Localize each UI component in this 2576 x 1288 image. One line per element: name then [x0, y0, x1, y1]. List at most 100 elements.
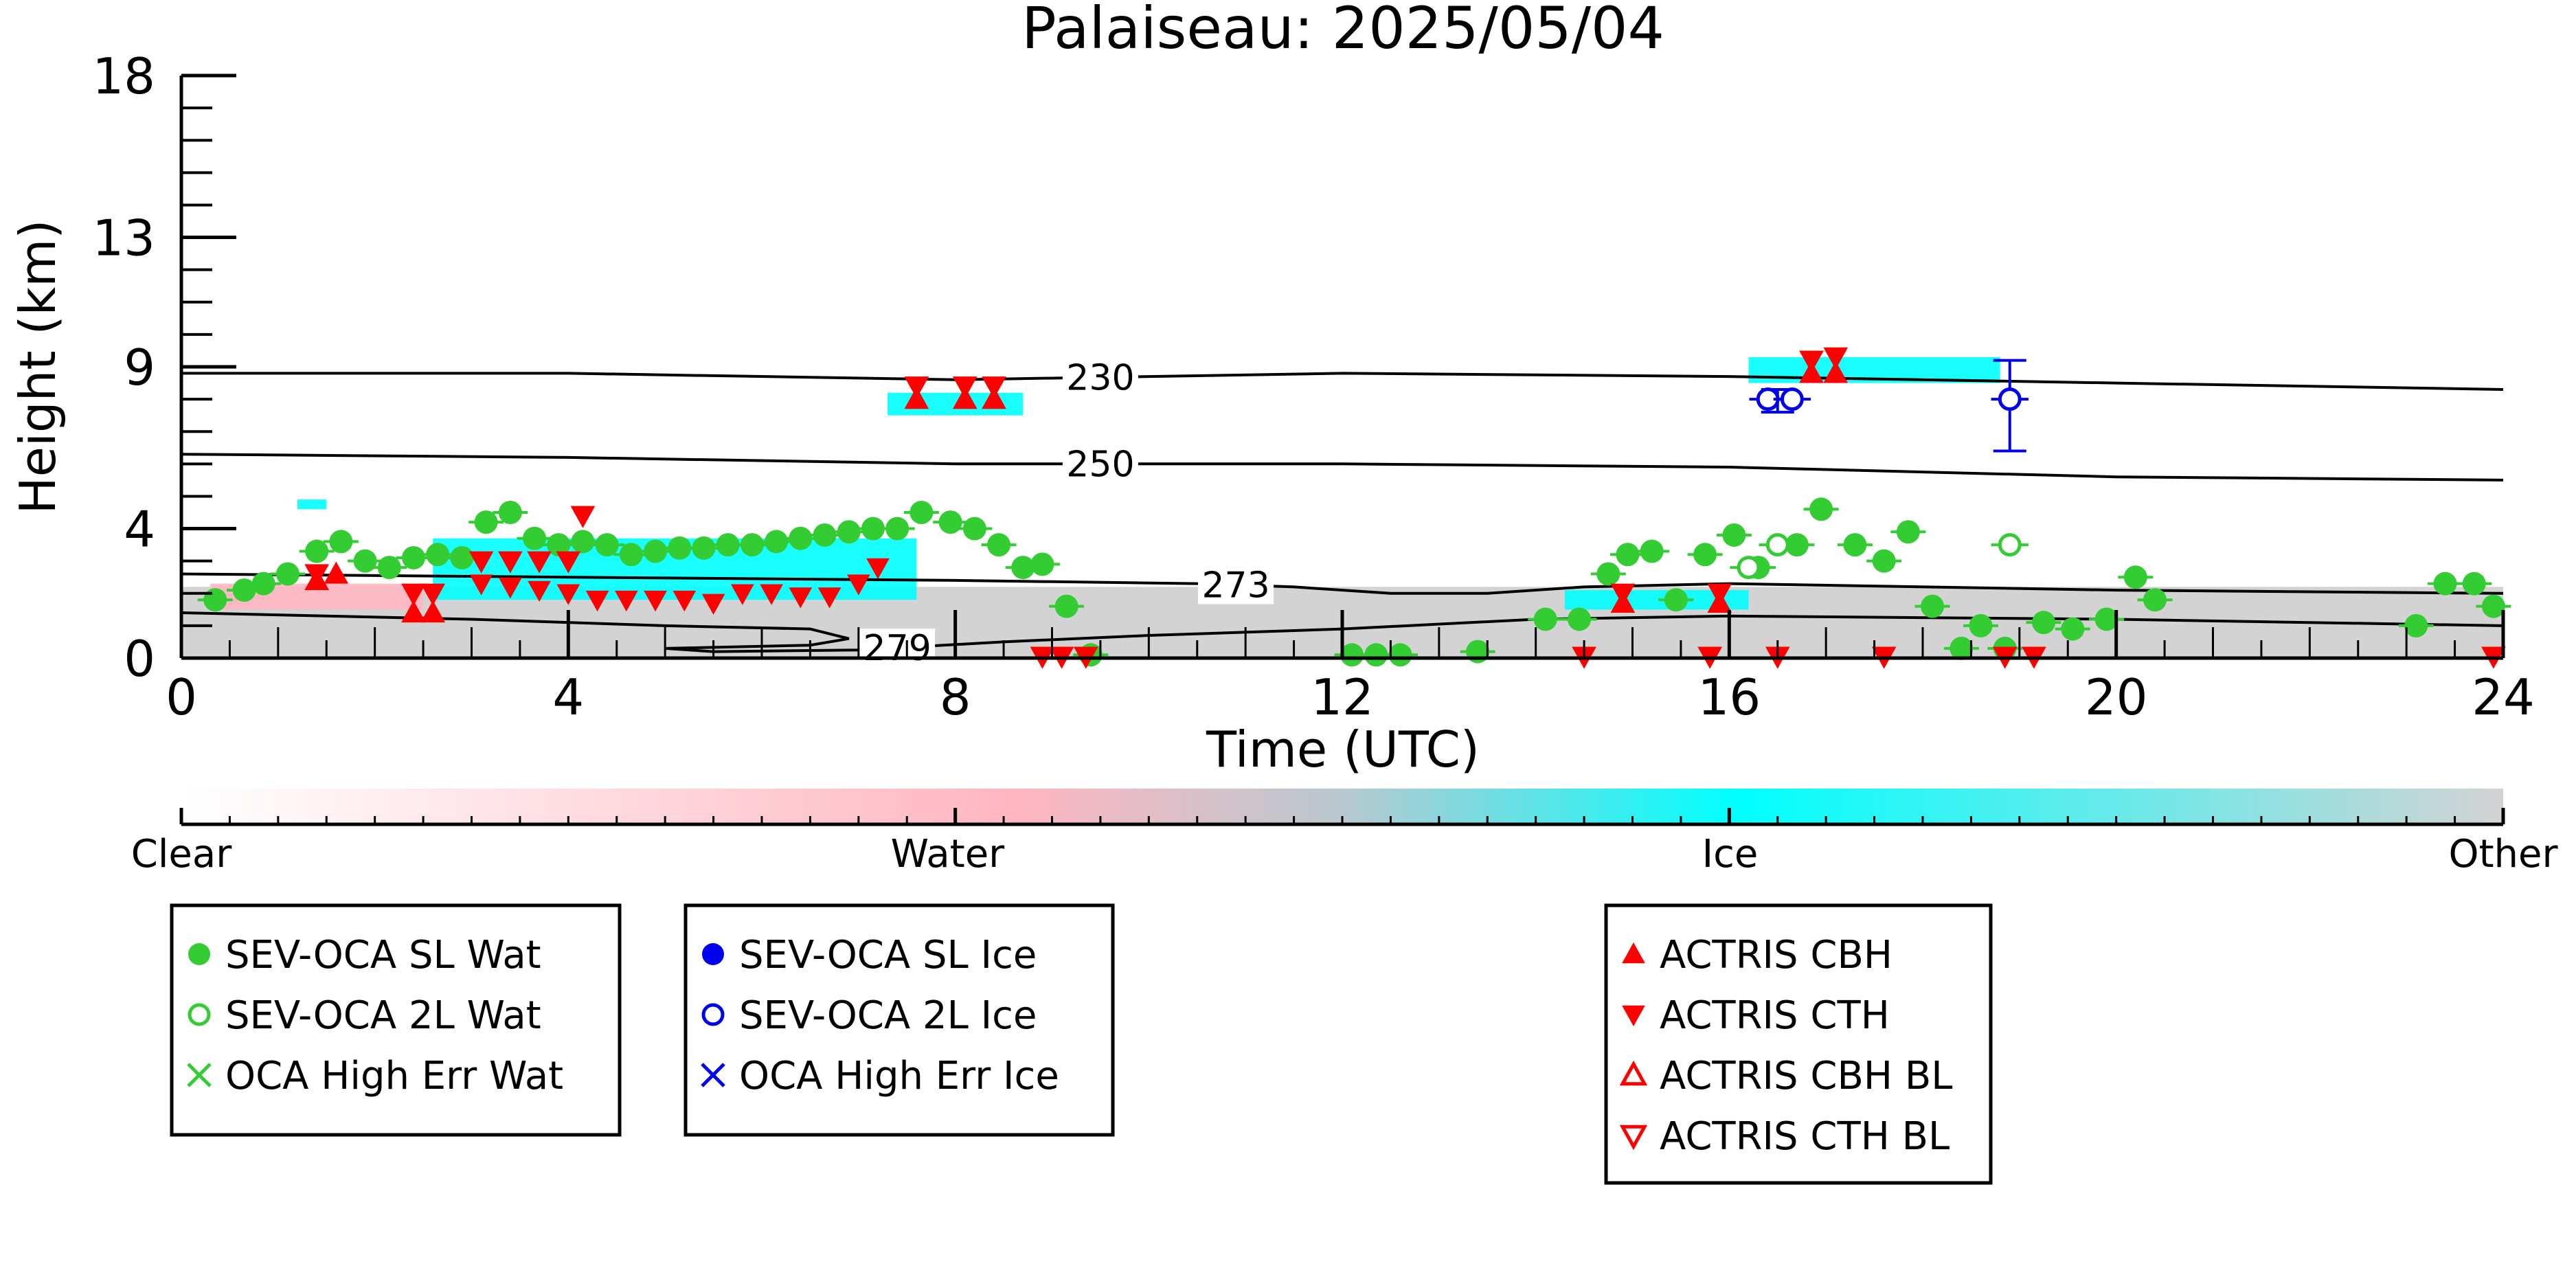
colorbar-label-water: Water [891, 832, 1006, 877]
legend-label-oca-high-err-wat: OCA High Err Wat [225, 1054, 563, 1098]
sev-oca-sl-wat-point-47 [1693, 543, 1717, 567]
sev-oca-sl-wat-point-56 [1950, 636, 1974, 660]
sev-oca-sl-wat-point-57 [1969, 613, 1993, 637]
actris-cth-row-point-11 [789, 587, 813, 609]
isotherm-label-273: 273 [1201, 565, 1269, 607]
sev-oca-sl-wat-point-55 [1921, 594, 1945, 618]
sev-oca-sl-wat-point-39 [1388, 643, 1412, 667]
colorbar-label-ice: Ice [1702, 832, 1759, 877]
legend-label-actris-cbh-bl: ACTRIS CBH BL [1660, 1054, 1952, 1098]
legend-label-actris-cth: ACTRIS CTH [1660, 993, 1890, 1038]
sev-oca-sl-wat-point-61 [2094, 607, 2119, 631]
y-tick-label-0: 0 [124, 630, 155, 688]
sev-oca-sl-wat-point-63 [2143, 588, 2167, 612]
actris-cth-point-12 [1610, 583, 1636, 606]
legend-marker-actris-cbh [1622, 942, 1645, 964]
sev-oca-sl-wat-point-7 [377, 556, 401, 580]
sev-oca-sl-wat-point-64 [2404, 613, 2428, 637]
actris-cth-row-point-4 [585, 590, 609, 612]
actris-cth-row-point-8 [701, 594, 725, 615]
colorbar-label-clear: Clear [131, 832, 232, 877]
sev-oca-sl-wat-point-26 [837, 520, 861, 544]
sev-oca-sl-wat-point-44 [1616, 543, 1640, 567]
legend-marker-oca-high-err-wat [187, 1063, 212, 1087]
legend-marker-sev-oca-sl-ice [702, 943, 724, 965]
isotherm-label-230: 230 [1066, 357, 1134, 398]
actris-cbh-point-8 [1823, 361, 1849, 383]
actris-cth-point-4 [497, 551, 523, 574]
isotherm-label-250: 250 [1066, 444, 1134, 485]
sev-oca-sl-wat-point-22 [740, 533, 764, 557]
sev-oca-sl-wat-point-54 [1896, 520, 1920, 544]
x-tick-label-12: 12 [1311, 668, 1374, 726]
actris-cth-row-point-1 [498, 578, 522, 599]
axes: 0 4 9 13 18 0 4 8 12 16 20 24 [92, 47, 2534, 726]
sev-oca-sl-wat-point-62 [2123, 565, 2147, 589]
sev-oca-sl-wat-point-59 [2032, 611, 2056, 635]
isotherm-230 [181, 372, 2504, 391]
sev-oca-sl-wat-point-5 [329, 530, 353, 554]
legend-marker-sev-oca-2l-ice [701, 1003, 725, 1026]
sev-oca-sl-wat-point-16 [595, 533, 619, 557]
sev-oca-sl-wat-point-15 [571, 530, 595, 554]
sev-oca-sl-wat-point-25 [813, 523, 837, 547]
actris-cth-point-7 [904, 376, 929, 399]
sev-oca-sl-wat-point-31 [962, 517, 986, 541]
legend-marker-actris-cth [1622, 1005, 1645, 1027]
sev-oca-sl-wat-point-42 [1568, 607, 1592, 631]
sev-oca-sl-wat-point-43 [1596, 562, 1620, 586]
sev-oca-sl-wat-point-2 [251, 572, 275, 596]
cloud-region-ice-4 [297, 499, 327, 510]
sev-oca-2l-wat-point-2 [1998, 533, 2022, 557]
x-tick-label-0: 0 [166, 668, 197, 726]
sev-oca-sl-wat-point-4 [305, 539, 329, 563]
actris-cth-point-2 [420, 583, 446, 606]
sev-oca-sl-wat-point-29 [909, 501, 934, 524]
legend-label-sev-oca-2l-wat: SEV-OCA 2L Wat [225, 993, 541, 1038]
sev-oca-sl-wat-point-20 [692, 536, 716, 560]
actris-cth-row-point-14 [866, 558, 890, 580]
sev-oca-sl-wat-point-38 [1364, 643, 1388, 667]
sev-oca-sl-wat-point-24 [789, 526, 813, 550]
actris-cth-row-point-12 [817, 587, 841, 609]
x-tick-label-16: 16 [1698, 668, 1761, 726]
legend-box-3: ACTRIS CBH ACTRIS CTH ACTRIS CBH BL ACTRIS … [1604, 903, 1993, 1185]
sev-oca-sl-wat-point-53 [1872, 549, 1896, 573]
legend-frame-1 [170, 903, 622, 1137]
sev-oca-sl-wat-point-9 [426, 543, 450, 567]
actris-cbh-point-1 [324, 561, 349, 584]
sev-oca-sl-wat-point-11 [474, 510, 498, 534]
sev-oca-sl-wat-point-48 [1722, 523, 1746, 547]
sev-oca-sl-wat-point-51 [1809, 497, 1833, 521]
legend-marker-sev-oca-sl-wat [188, 943, 210, 965]
actris-cth-row-point-13 [846, 574, 870, 596]
sev-oca-sl-wat-point-32 [987, 533, 1011, 557]
actris-cth-point-10 [1799, 350, 1824, 373]
actris-cth-row-point-7 [673, 590, 697, 612]
colorbar-label-other: Other [2448, 832, 2558, 877]
actris-cth-row-point-5 [614, 590, 638, 612]
temperature-isotherms: 230 250 273 279 [181, 357, 2504, 669]
sev-oca-sl-wat-point-6 [353, 549, 377, 573]
legend-label-actris-cth-bl: ACTRIS CTH BL [1660, 1114, 1950, 1159]
actris-cth-point-1 [401, 583, 426, 606]
sev-oca-sl-wat-point-8 [402, 545, 425, 569]
sev-oca-2l-ice-point-2 [1998, 387, 2022, 411]
actris-cth-row-point-0 [469, 574, 493, 596]
sev-oca-sl-wat-point-46 [1664, 588, 1688, 612]
sev-oca-sl-wat-point-34 [1030, 552, 1054, 576]
actris-cbh-point-2 [401, 600, 426, 623]
sev-oca-2l-wat-point-1 [1765, 533, 1789, 557]
isotherm-label-279: 279 [863, 628, 931, 669]
actris-cth-row-point-10 [760, 584, 783, 605]
isotherm-273 [181, 572, 2504, 595]
legends: SEV-OCA SL Wat SEV-OCA 2L Wat OCA High Err… [170, 903, 1993, 1185]
sev-oca-sl-wat-point-3 [275, 562, 300, 586]
sev-oca-sl-wat-point-37 [1340, 643, 1364, 667]
sev-oca-sl-wat-point-65 [2433, 572, 2457, 596]
y-tick-label-9: 9 [124, 339, 155, 396]
sev-oca-sl-wat-point-18 [644, 539, 668, 563]
legend-marker-sev-oca-2l-wat [188, 1003, 211, 1026]
sev-oca-sl-wat-point-35 [1054, 594, 1078, 618]
